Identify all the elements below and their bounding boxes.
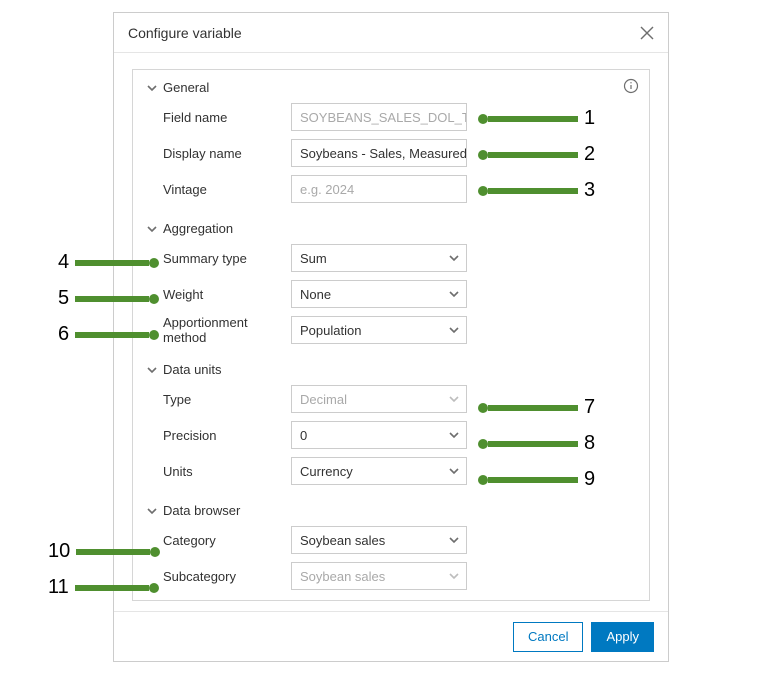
weight-value: None — [300, 287, 331, 302]
type-select: Decimal — [291, 385, 467, 413]
summary-type-value: Sum — [300, 251, 327, 266]
chevron-down-icon — [147, 83, 157, 93]
row-subcategory: Subcategory Soybean sales — [147, 558, 635, 594]
weight-select[interactable]: None — [291, 280, 467, 308]
subcategory-value: Soybean sales — [300, 569, 385, 584]
units-value: Currency — [300, 464, 353, 479]
row-weight: Weight None — [147, 276, 635, 312]
label-units: Units — [147, 464, 291, 479]
info-icon[interactable] — [623, 78, 639, 94]
section-general-header[interactable]: General — [147, 80, 635, 95]
chevron-down-icon — [449, 571, 459, 581]
label-subcategory: Subcategory — [147, 569, 291, 584]
dialog-header: Configure variable — [114, 13, 668, 53]
row-type: Type Decimal — [147, 381, 635, 417]
row-vintage: Vintage e.g. 2024 — [147, 171, 635, 207]
subcategory-select: Soybean sales — [291, 562, 467, 590]
label-category: Category — [147, 533, 291, 548]
type-value: Decimal — [300, 392, 347, 407]
chevron-down-icon — [147, 506, 157, 516]
summary-type-select[interactable]: Sum — [291, 244, 467, 272]
row-precision: Precision 0 — [147, 417, 635, 453]
precision-select[interactable]: 0 — [291, 421, 467, 449]
section-data-units-title: Data units — [163, 362, 222, 377]
section-data-browser-header[interactable]: Data browser — [147, 503, 635, 518]
chevron-down-icon — [449, 466, 459, 476]
chevron-down-icon — [147, 365, 157, 375]
section-general-title: General — [163, 80, 209, 95]
vintage-input[interactable]: e.g. 2024 — [291, 175, 467, 203]
chevron-down-icon — [449, 535, 459, 545]
label-type: Type — [147, 392, 291, 407]
units-select[interactable]: Currency — [291, 457, 467, 485]
section-data-browser-title: Data browser — [163, 503, 240, 518]
chevron-down-icon — [449, 430, 459, 440]
row-field-name: Field name SOYBEANS_SALES_DOL_TO — [147, 99, 635, 135]
row-apportionment: Apportionment method Population — [147, 312, 635, 348]
category-value: Soybean sales — [300, 533, 385, 548]
dialog-title: Configure variable — [128, 25, 242, 41]
chevron-down-icon — [147, 224, 157, 234]
label-precision: Precision — [147, 428, 291, 443]
label-display-name: Display name — [147, 146, 291, 161]
precision-value: 0 — [300, 428, 307, 443]
row-category: Category Soybean sales — [147, 522, 635, 558]
row-units: Units Currency — [147, 453, 635, 489]
callout-number: 11 — [42, 576, 75, 599]
apportionment-select[interactable]: Population — [291, 316, 467, 344]
label-weight: Weight — [147, 287, 291, 302]
row-display-name: Display name Soybeans - Sales, Measured … — [147, 135, 635, 171]
chevron-down-icon — [449, 253, 459, 263]
form-panel: General Field name SOYBEANS_SALES_DOL_TO… — [132, 69, 650, 601]
callout-number: 5 — [52, 287, 75, 310]
dialog-body: General Field name SOYBEANS_SALES_DOL_TO… — [114, 53, 668, 611]
category-select[interactable]: Soybean sales — [291, 526, 467, 554]
chevron-down-icon — [449, 289, 459, 299]
dialog-footer: Cancel Apply — [114, 611, 668, 661]
section-aggregation-title: Aggregation — [163, 221, 233, 236]
configure-variable-dialog: Configure variable General Field name — [113, 12, 669, 662]
section-data-units-header[interactable]: Data units — [147, 362, 635, 377]
field-name-input: SOYBEANS_SALES_DOL_TO — [291, 103, 467, 131]
chevron-down-icon — [449, 325, 459, 335]
callout-number: 4 — [52, 251, 75, 274]
chevron-down-icon — [449, 394, 459, 404]
apportionment-value: Population — [300, 323, 361, 338]
cancel-button[interactable]: Cancel — [513, 622, 583, 652]
apply-button[interactable]: Apply — [591, 622, 654, 652]
close-icon[interactable] — [640, 26, 654, 40]
section-aggregation-header[interactable]: Aggregation — [147, 221, 635, 236]
label-field-name: Field name — [147, 110, 291, 125]
label-vintage: Vintage — [147, 182, 291, 197]
callout-number: 10 — [42, 540, 76, 563]
label-apportionment: Apportionment method — [147, 315, 291, 345]
callout-number: 6 — [52, 323, 75, 346]
row-summary-type: Summary type Sum — [147, 240, 635, 276]
display-name-input[interactable]: Soybeans - Sales, Measured I — [291, 139, 467, 167]
label-summary-type: Summary type — [147, 251, 291, 266]
